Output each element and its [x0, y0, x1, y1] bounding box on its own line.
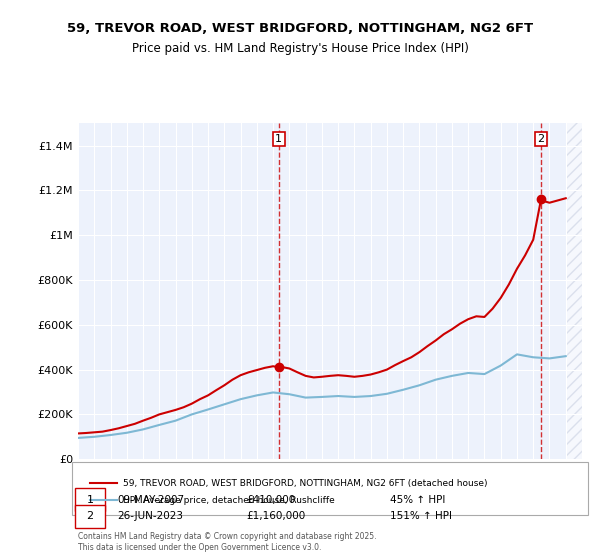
- Text: 45% ↑ HPI: 45% ↑ HPI: [390, 494, 445, 505]
- Text: 2: 2: [86, 511, 94, 521]
- Text: 09-MAY-2007: 09-MAY-2007: [117, 494, 184, 505]
- Text: 151% ↑ HPI: 151% ↑ HPI: [390, 511, 452, 521]
- Text: 1: 1: [86, 494, 94, 505]
- Text: Contains HM Land Registry data © Crown copyright and database right 2025.
This d: Contains HM Land Registry data © Crown c…: [78, 532, 377, 552]
- Text: £410,000: £410,000: [246, 494, 295, 505]
- Text: 2: 2: [538, 134, 545, 144]
- Text: 1: 1: [275, 134, 282, 144]
- Text: 26-JUN-2023: 26-JUN-2023: [117, 511, 183, 521]
- Text: Price paid vs. HM Land Registry's House Price Index (HPI): Price paid vs. HM Land Registry's House …: [131, 42, 469, 55]
- Text: 59, TREVOR ROAD, WEST BRIDGFORD, NOTTINGHAM, NG2 6FT (detached house): 59, TREVOR ROAD, WEST BRIDGFORD, NOTTING…: [123, 479, 487, 488]
- Text: 59, TREVOR ROAD, WEST BRIDGFORD, NOTTINGHAM, NG2 6FT: 59, TREVOR ROAD, WEST BRIDGFORD, NOTTING…: [67, 22, 533, 35]
- Text: HPI: Average price, detached house, Rushcliffe: HPI: Average price, detached house, Rush…: [123, 496, 335, 505]
- Bar: [566, 123, 582, 459]
- Text: £1,160,000: £1,160,000: [246, 511, 305, 521]
